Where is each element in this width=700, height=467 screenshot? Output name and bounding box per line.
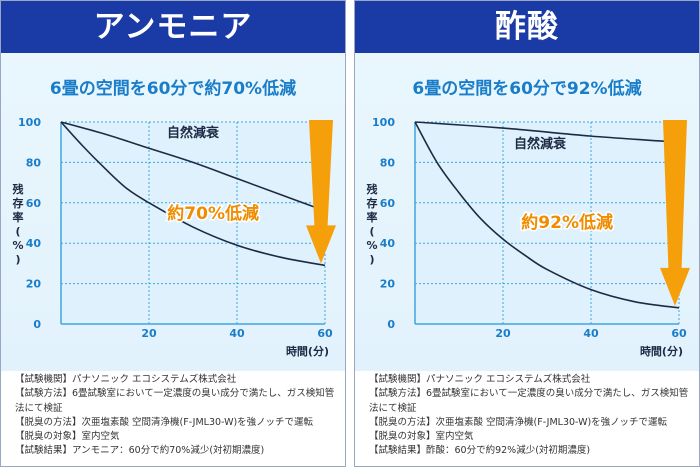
y-tick-label: 100 — [18, 116, 41, 129]
series-label-natural-decay: 自然減衰 — [167, 125, 220, 141]
reduction-arrow — [660, 120, 690, 306]
x-tick-label: 60 — [317, 327, 333, 340]
plot-area — [61, 122, 325, 324]
y-tick-label: 40 — [26, 237, 42, 250]
y-tick-label: 100 — [372, 116, 395, 129]
reduction-annotation: 約70%低減 — [167, 203, 259, 224]
x-axis-label: 時間(分) — [640, 344, 683, 358]
x-tick-label: 40 — [229, 327, 245, 340]
y-tick-label: 0 — [33, 318, 41, 331]
y-axis-label: 残存率(%) — [12, 182, 23, 266]
y-tick-label: 0 — [387, 318, 395, 331]
panel-subtitle: 6畳の空間を60分で約70%低減 — [49, 79, 297, 99]
y-tick-label: 80 — [26, 156, 42, 169]
acetic-acid-panel: 酢酸 6畳の空間を60分で92%低減 0 20 40 60 80 100 20 40 60 残存率… — [354, 0, 700, 467]
x-tick-label: 40 — [583, 327, 599, 340]
series-line-natural-decay — [414, 121, 680, 143]
y-tick-label: 60 — [26, 197, 42, 210]
series-line-natural-decay — [60, 121, 326, 212]
y-axis-label: 残存率(%) — [366, 182, 377, 266]
ammonia-panel: アンモニア 6畳の空間を60分で約70%低減 0 20 40 60 80 100 20 40 6… — [0, 0, 346, 467]
note-line: 【試験結果】酢酸：60分で約92%減少(対初期濃度) — [369, 445, 591, 457]
y-tick-label: 60 — [380, 197, 396, 210]
panel-header: アンモニア — [1, 1, 345, 53]
series-line-purifier — [60, 121, 326, 267]
x-tick-label: 60 — [671, 327, 687, 340]
note-line: 【脱臭の対象】室内空気 — [15, 431, 120, 443]
panel-subtitle: 6畳の空間を60分で92%低減 — [412, 79, 642, 99]
x-tick-label: 20 — [141, 327, 157, 340]
test-notes: 【試験機関】パナソニック エコシステムズ株式会社 【試験方法】6畳試験室において… — [15, 373, 337, 459]
note-line: 【試験機関】パナソニック エコシステムズ株式会社 — [369, 374, 591, 385]
note-line: 【試験方法】6畳試験室において一定濃度の臭い成分で満たし、ガス検知管法にて検証 — [369, 388, 689, 414]
y-tick-label: 20 — [26, 278, 42, 291]
panel-header: 酢酸 — [355, 1, 699, 53]
series-label-natural-decay: 自然減衰 — [514, 136, 567, 152]
y-tick-label: 20 — [380, 278, 396, 291]
series-line-purifier — [414, 121, 680, 309]
note-line: 【脱臭の方法】次亜塩素酸 空間清浄機(F-JML30-W)を強ノッチで運転 — [15, 416, 313, 428]
x-tick-label: 20 — [495, 327, 511, 340]
reduction-arrow — [306, 120, 336, 264]
note-line: 【試験結果】アンモニア：60分で約70%減少(対初期濃度) — [15, 445, 265, 457]
x-axis-label: 時間(分) — [286, 344, 329, 358]
y-tick-label: 80 — [380, 156, 396, 169]
test-notes: 【試験機関】パナソニック エコシステムズ株式会社 【試験方法】6畳試験室において… — [369, 373, 691, 459]
note-line: 【試験機関】パナソニック エコシステムズ株式会社 — [15, 374, 237, 385]
reduction-annotation: 約92%低減 — [521, 212, 613, 233]
plot-area — [415, 122, 679, 324]
y-tick-label: 40 — [380, 237, 396, 250]
note-line: 【脱臭の方法】次亜塩素酸 空間清浄機(F-JML30-W)を強ノッチで運転 — [369, 416, 667, 428]
note-line: 【試験方法】6畳試験室において一定濃度の臭い成分で満たし、ガス検知管法にて検証 — [15, 388, 335, 414]
note-line: 【脱臭の対象】室内空気 — [369, 431, 474, 443]
